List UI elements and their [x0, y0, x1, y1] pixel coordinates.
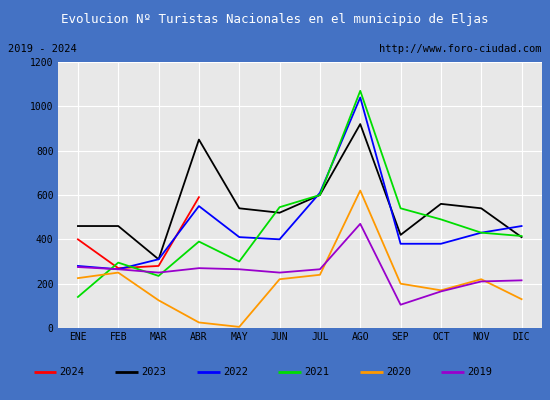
Text: 2019 - 2024: 2019 - 2024: [8, 44, 77, 54]
Text: 2021: 2021: [304, 367, 329, 377]
Text: http://www.foro-ciudad.com: http://www.foro-ciudad.com: [379, 44, 542, 54]
Text: 2020: 2020: [386, 367, 411, 377]
Text: 2019: 2019: [468, 367, 493, 377]
Text: 2022: 2022: [223, 367, 248, 377]
Text: 2023: 2023: [141, 367, 166, 377]
Text: 2024: 2024: [59, 367, 85, 377]
Text: Evolucion Nº Turistas Nacionales en el municipio de Eljas: Evolucion Nº Turistas Nacionales en el m…: [61, 12, 489, 26]
